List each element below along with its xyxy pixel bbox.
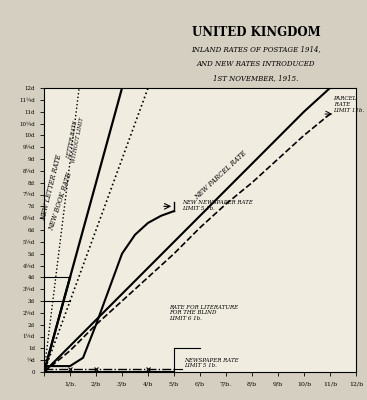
Text: INLAND RATES OF POSTAGE 1914,: INLAND RATES OF POSTAGE 1914, [191,46,321,54]
Text: NEW BOOK RATE: NEW BOOK RATE [48,171,74,232]
Text: NEW PARCEL RATE: NEW PARCEL RATE [193,149,248,202]
Text: LETTER RATE
WITHOUT LIMIT: LETTER RATE WITHOUT LIMIT [65,116,84,164]
Text: PARCEL
 RATE
LIMIT 11b.: PARCEL RATE LIMIT 11b. [333,96,364,113]
Text: NEW LETTER RATE: NEW LETTER RATE [39,153,63,222]
Text: NEWSPAPER RATE
LIMIT 5 1b.: NEWSPAPER RATE LIMIT 5 1b. [184,358,239,368]
Text: AND NEW RATES INTRODUCED: AND NEW RATES INTRODUCED [197,60,315,68]
Text: UNITED KINGDOM: UNITED KINGDOM [192,26,320,38]
Text: NEW NEWSPAPER RATE
LIMIT 5 1b.: NEW NEWSPAPER RATE LIMIT 5 1b. [182,200,253,211]
Text: 1ST NOVEMBER, 1915.: 1ST NOVEMBER, 1915. [214,74,299,82]
Text: RATE FOR LITERATURE
FOR THE BLIND
LIMIT 6 1b.: RATE FOR LITERATURE FOR THE BLIND LIMIT … [169,304,238,321]
